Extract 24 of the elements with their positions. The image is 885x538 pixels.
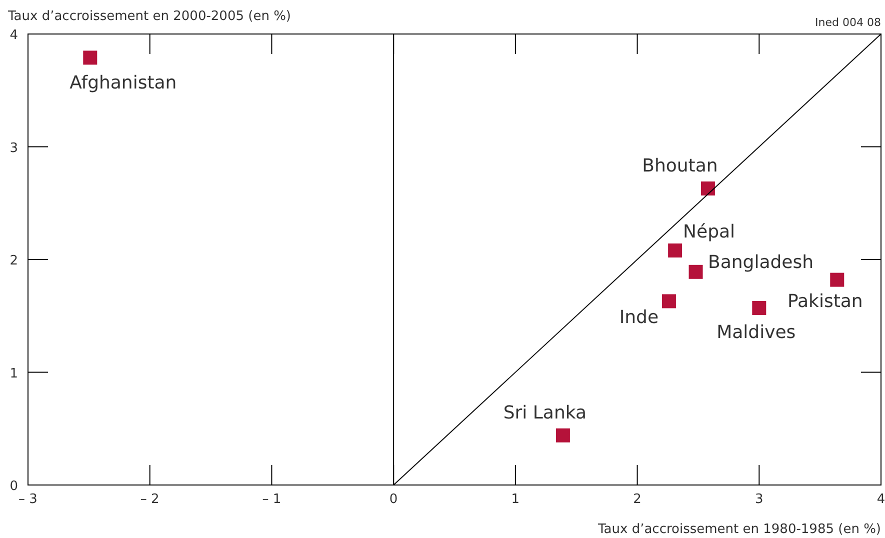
y-tick-label: 1 [10, 366, 18, 382]
y-tick-label: 2 [10, 254, 18, 268]
annotation: Népal [683, 221, 736, 242]
y-axis-title: Taux d’accroissement en 2000-2005 (en %) [7, 9, 291, 24]
annotation: Pakistan [787, 290, 863, 312]
x-tick-label: 2 [633, 492, 642, 507]
x-tick-label: – 1 [262, 492, 282, 507]
annotation: Sri Lanka [503, 402, 587, 424]
x-tick-label: 1 [511, 492, 520, 507]
text: Ined 004 08 [815, 16, 881, 29]
x-tick-label: – 3 [18, 492, 38, 507]
x-axis-title: Taux d’accroissement en 1980-1985 (en %) [597, 522, 881, 537]
x-tick-label: 4 [876, 492, 885, 507]
x-tick-label: 0 [389, 492, 398, 507]
y-tick-label: 4 [10, 28, 18, 43]
annotation: Bangladesh [708, 252, 814, 273]
annotation: Maldives [716, 322, 796, 343]
x-tick-label: – 2 [140, 492, 160, 507]
annotation: Bhoutan [642, 155, 718, 176]
annotation: Inde [619, 307, 659, 328]
y-tick-label: 0 [10, 479, 18, 494]
x-tick-label: 3 [755, 492, 764, 507]
y-tick-label: 3 [10, 140, 18, 156]
annotation: Afghanistan [70, 72, 177, 94]
